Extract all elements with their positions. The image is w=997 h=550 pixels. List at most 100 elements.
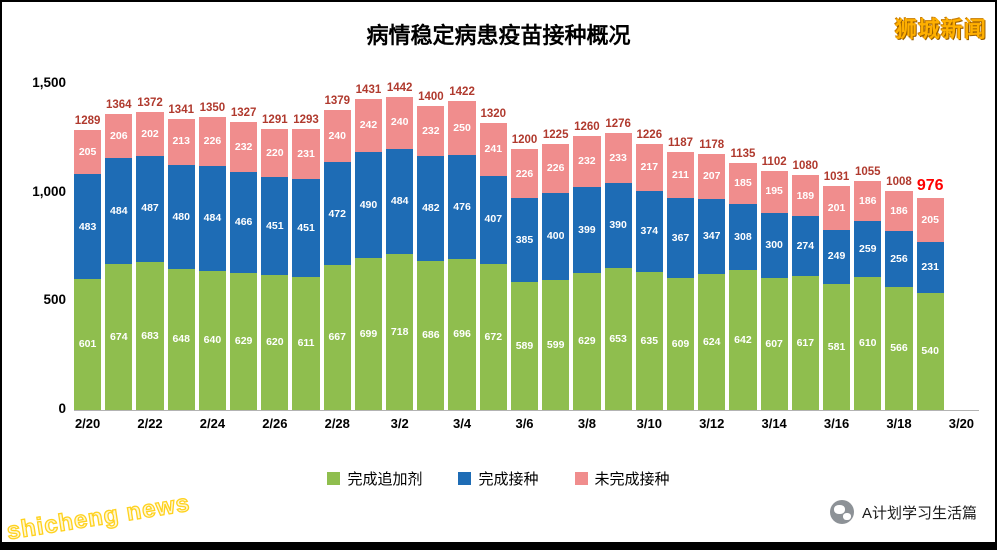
- bar-2/27: 611 451 231 1293: [292, 114, 320, 410]
- segment-value: 213: [172, 135, 190, 148]
- segment-value: 589: [515, 339, 534, 352]
- segment-booster-completed: 629: [573, 273, 601, 410]
- segment-fully-vaccinated: 476: [448, 155, 476, 259]
- bar-3/13: 642 308 185 1135: [729, 148, 757, 410]
- segment-value: 620: [266, 336, 284, 349]
- total-label: 1135: [730, 148, 756, 161]
- segment-value: 451: [297, 221, 315, 234]
- segment-not-fully-vaccinated: 217: [635, 143, 663, 191]
- x-tick-3/6: 3/6: [515, 416, 534, 431]
- x-tick-3/12: 3/12: [699, 416, 725, 431]
- segment-not-fully-vaccinated: 242: [354, 99, 383, 152]
- segment-booster-completed: 540: [916, 292, 944, 410]
- segment-value: 226: [515, 167, 534, 180]
- segment-booster-completed: 617: [791, 275, 819, 410]
- segment-not-fully-vaccinated: 207: [698, 154, 726, 199]
- segment-value: 206: [110, 129, 128, 142]
- total-label: 1289: [74, 114, 101, 127]
- segment-fully-vaccinated: 484: [105, 158, 133, 264]
- segment-booster-completed: 642: [729, 270, 757, 410]
- legend: 完成追加剂 完成接种 未完成接种: [2, 468, 995, 489]
- segment-value: 367: [671, 231, 690, 244]
- chart-title: 病情稳定病患疫苗接种概况: [366, 23, 631, 48]
- segment-value: 205: [78, 145, 97, 158]
- segment-value: 232: [422, 124, 440, 137]
- segment-value: 696: [453, 328, 471, 341]
- total-label: 1341: [168, 103, 194, 116]
- segment-not-fully-vaccinated: 213: [167, 118, 195, 165]
- total-label: 1400: [418, 90, 444, 103]
- y-tick-1000: 1,000: [32, 184, 66, 199]
- segment-not-fully-vaccinated: 186: [885, 190, 913, 232]
- segment-booster-completed: 581: [822, 283, 851, 410]
- brand-logo: 狮城新闻: [894, 17, 987, 42]
- segment-value: 308: [734, 230, 752, 243]
- segment-fully-vaccinated: 390: [604, 183, 632, 269]
- segment-value: 226: [203, 134, 222, 147]
- bar-2/25: 629 466 232 1327: [230, 107, 258, 410]
- legend-swatch-blue-icon: [458, 472, 472, 485]
- segment-value: 259: [859, 243, 877, 256]
- segment-fully-vaccinated: 385: [510, 198, 539, 282]
- footer-credit: A计划学习生活篇: [829, 500, 977, 524]
- segment-value: 220: [266, 147, 284, 160]
- segment-fully-vaccinated: 480: [167, 164, 195, 270]
- segment-value: 233: [609, 151, 627, 164]
- segment-not-fully-vaccinated: 226: [198, 116, 227, 166]
- x-tick-2/24: 2/24: [199, 416, 226, 431]
- segment-booster-completed: 667: [323, 265, 351, 410]
- segment-not-fully-vaccinated: 240: [386, 96, 414, 149]
- x-tick-3/14: 3/14: [761, 416, 787, 431]
- segment-value: 653: [609, 332, 627, 345]
- segment-not-fully-vaccinated: 240: [323, 110, 351, 163]
- segment-value: 540: [921, 345, 939, 358]
- segment-fully-vaccinated: 347: [698, 198, 726, 275]
- total-label: 1226: [636, 128, 663, 141]
- bar-3/6: 589 385 226 1200: [510, 134, 539, 410]
- segment-not-fully-vaccinated: 185: [729, 163, 757, 204]
- segment-value: 300: [765, 239, 783, 252]
- segment-not-fully-vaccinated: 232: [417, 105, 445, 157]
- y-tick-1500: 1,500: [32, 75, 66, 90]
- segment-not-fully-vaccinated: 201: [822, 185, 851, 230]
- segment-value: 231: [921, 261, 939, 274]
- bar-3/1: 699 490 242 1431: [354, 84, 383, 410]
- total-label: 1293: [293, 114, 319, 126]
- segment-not-fully-vaccinated: 231: [292, 129, 320, 180]
- segment-not-fully-vaccinated: 232: [230, 121, 258, 173]
- segment-fully-vaccinated: 472: [323, 162, 351, 266]
- segment-fully-vaccinated: 374: [635, 190, 663, 272]
- segment-value: 451: [266, 220, 284, 232]
- segment-not-fully-vaccinated: 205: [916, 197, 944, 243]
- segment-value: 624: [702, 335, 721, 348]
- bar-2/26: 620 451 220 1291: [261, 114, 289, 410]
- total-label: 1187: [668, 137, 693, 150]
- segment-value: 390: [609, 219, 627, 232]
- segment-value: 249: [827, 250, 846, 263]
- segment-booster-completed: 648: [167, 269, 195, 410]
- segment-booster-completed: 686: [417, 260, 445, 410]
- segment-value: 699: [359, 327, 378, 340]
- segment-value: 472: [328, 207, 346, 220]
- segment-value: 601: [78, 338, 97, 351]
- segment-not-fully-vaccinated: 195: [760, 170, 788, 213]
- segment-value: 374: [640, 225, 659, 238]
- bar-3/19: 540 231 205 976: [916, 177, 944, 410]
- segment-value: 484: [203, 212, 222, 225]
- total-label: 976: [916, 176, 944, 194]
- bar-3/9: 653 390 233 1276: [604, 118, 632, 410]
- segment-fully-vaccinated: 274: [791, 216, 819, 276]
- x-tick-3/2: 3/2: [390, 416, 409, 431]
- total-label: 1350: [199, 101, 226, 114]
- total-label: 1422: [449, 85, 475, 98]
- segment-value: 607: [765, 337, 783, 350]
- total-label: 1442: [386, 81, 413, 94]
- segment-booster-completed: 640: [198, 270, 227, 410]
- segment-fully-vaccinated: 466: [230, 172, 258, 274]
- bar-2/23: 648 480 213 1341: [167, 104, 195, 410]
- segment-fully-vaccinated: 484: [386, 148, 414, 254]
- segment-booster-completed: 653: [604, 268, 632, 410]
- segment-fully-vaccinated: 367: [666, 197, 695, 278]
- segment-booster-completed: 589: [510, 282, 539, 410]
- segment-value: 274: [796, 239, 815, 252]
